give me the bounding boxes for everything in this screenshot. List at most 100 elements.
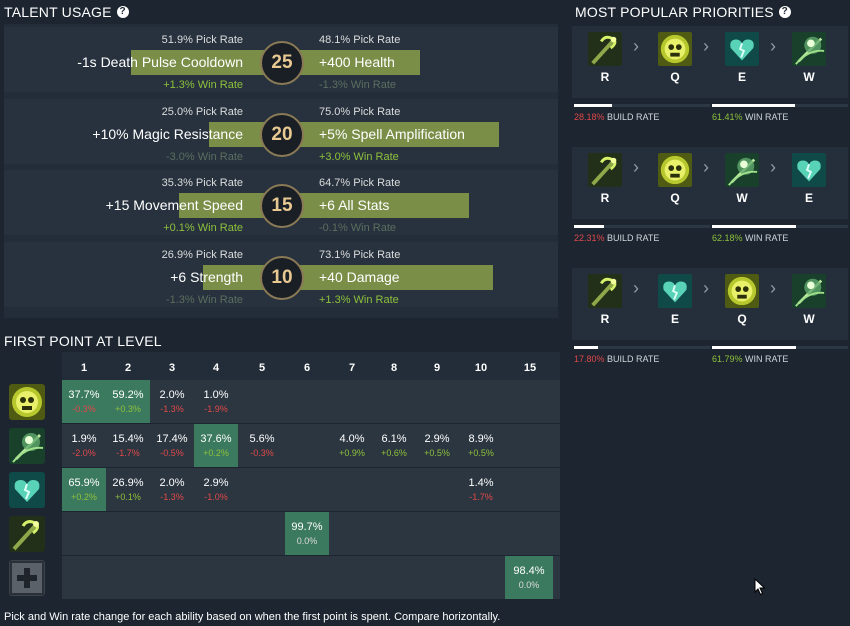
first-point-rate: 1.0% bbox=[203, 389, 229, 401]
chevron-right-icon: › bbox=[633, 157, 639, 177]
win-rate-text: WIN RATE bbox=[745, 112, 789, 122]
level-cell: 65.9% +0.2% bbox=[62, 468, 106, 511]
first-point-table: 1 2 3 4 5 6 7 8 9 10 15 37.7% -0.3% 59.2% +0.3% 2.0% -1… bbox=[4, 352, 560, 604]
priorities-title: MOST POPULAR PRIORITIES ? bbox=[575, 4, 791, 20]
right-pick-rate: 73.1% Pick Rate bbox=[319, 248, 401, 261]
talent-tree-panel: 51.9% Pick Rate 48.1% Pick Rate -1s Death … bbox=[4, 24, 558, 318]
left-pick-rate: 26.9% Pick Rate bbox=[161, 248, 243, 261]
right-win-rate: +1.3% Win Rate bbox=[319, 293, 399, 306]
priorities-title-text: MOST POPULAR PRIORITIES bbox=[575, 4, 774, 20]
ability-key-label: R bbox=[600, 191, 610, 205]
win-rate-change: 0.0% bbox=[518, 580, 540, 590]
talent-row: 51.9% Pick Rate 48.1% Pick Rate -1s Death … bbox=[4, 24, 558, 95]
level-cell: 2.0% -1.3% bbox=[150, 468, 194, 511]
right-pick-bar bbox=[281, 50, 421, 75]
first-point-rate: 1.4% bbox=[468, 477, 494, 489]
q-ability-icon[interactable] bbox=[9, 384, 45, 420]
right-pick-rate: 64.7% Pick Rate bbox=[319, 177, 401, 189]
chevron-right-icon: › bbox=[703, 278, 709, 298]
right-talent-name[interactable]: +40 Damage bbox=[319, 268, 400, 285]
first-point-rate: 6.1% bbox=[381, 433, 407, 445]
talent-row: 35.3% Pick Rate 64.7% Pick Rate +15 Moveme… bbox=[4, 167, 558, 238]
win-rate-bar bbox=[712, 104, 848, 107]
priority-card[interactable]: R › Q › E › W bbox=[572, 26, 848, 98]
ability-key-label: Q bbox=[670, 70, 680, 84]
first-point-rate: 98.4% bbox=[513, 565, 545, 577]
right-talent-name[interactable]: +400 Health bbox=[319, 54, 395, 70]
left-talent-name[interactable]: -1s Death Pulse Cooldown bbox=[77, 54, 243, 70]
win-rate-fill bbox=[712, 104, 795, 107]
left-pick-bar bbox=[130, 50, 281, 75]
e-ability-icon bbox=[658, 274, 692, 308]
first-point-footnote: Pick and Win rate change for each abilit… bbox=[4, 611, 501, 623]
level-header-bar bbox=[62, 352, 560, 380]
level-cell: 5.6% -0.3% bbox=[240, 424, 284, 467]
help-icon[interactable]: ? bbox=[778, 6, 791, 18]
level-column-header: 3 bbox=[168, 362, 176, 374]
build-rate-text: BUILD RATE bbox=[607, 354, 660, 364]
build-rate-bar bbox=[574, 346, 710, 349]
first-point-rate: 59.2% bbox=[112, 389, 144, 401]
right-talent-name[interactable]: +5% Spell Amplification bbox=[319, 125, 465, 142]
chevron-right-icon: › bbox=[703, 157, 709, 177]
level-cell: 2.9% -1.0% bbox=[194, 468, 238, 511]
right-pick-bar bbox=[281, 121, 499, 147]
win-rate-change: +0.9% bbox=[339, 448, 365, 458]
q-ability-icon bbox=[658, 32, 692, 66]
right-talent-name[interactable]: +6 All Stats bbox=[319, 197, 390, 213]
w-ability-icon[interactable] bbox=[9, 428, 45, 464]
talent-usage-title-text: TALENT USAGE bbox=[4, 4, 112, 20]
win-rate-change: -1.7% bbox=[469, 492, 493, 502]
r-ability-icon[interactable] bbox=[9, 516, 45, 552]
level-cell: 1.9% -2.0% bbox=[62, 424, 106, 467]
win-rate-change: +0.6% bbox=[381, 448, 407, 458]
e-ability-icon bbox=[792, 153, 826, 187]
build-rate-text: BUILD RATE bbox=[607, 233, 660, 243]
right-win-rate: -1.3% Win Rate bbox=[319, 79, 397, 91]
build-rate-bar bbox=[574, 104, 710, 107]
win-rate-change: -1.9% bbox=[204, 404, 228, 414]
talent-level-badge: 15 bbox=[260, 184, 304, 228]
left-win-rate: +0.1% Win Rate bbox=[163, 222, 243, 234]
left-pick-rate: 25.0% Pick Rate bbox=[161, 105, 243, 118]
chevron-right-icon: › bbox=[633, 278, 639, 298]
right-win-rate: -0.1% Win Rate bbox=[319, 222, 397, 234]
build-rate-fill bbox=[574, 225, 604, 228]
left-talent-name[interactable]: +6 Strength bbox=[170, 268, 243, 285]
chevron-right-icon: › bbox=[770, 278, 776, 298]
first-point-rate: 1.9% bbox=[71, 433, 97, 445]
build-rate-value: 17.80% bbox=[574, 354, 605, 364]
level-cell: 1.0% -1.9% bbox=[194, 380, 238, 423]
chevron-right-icon: › bbox=[770, 157, 776, 177]
first-point-rate: 5.6% bbox=[249, 433, 275, 445]
win-rate-text: WIN RATE bbox=[745, 233, 789, 243]
first-point-rate: 99.7% bbox=[291, 521, 323, 533]
win-rate-change: +0.3% bbox=[115, 404, 141, 414]
r-ability-icon bbox=[588, 32, 622, 66]
talent-plus-icon[interactable] bbox=[9, 560, 45, 596]
first-point-rate: 2.0% bbox=[159, 389, 185, 401]
talent-row: 25.0% Pick Rate 75.0% Pick Rate +10% Magic… bbox=[4, 96, 558, 167]
level-column-header: 4 bbox=[212, 362, 220, 374]
priority-card[interactable]: R › E › Q › W bbox=[572, 268, 848, 340]
chevron-right-icon: › bbox=[770, 36, 776, 56]
priority-card[interactable]: R › Q › W › E bbox=[572, 147, 848, 219]
build-rate-bar bbox=[574, 225, 710, 228]
help-icon[interactable]: ? bbox=[116, 6, 129, 18]
win-rate-change: 0.0% bbox=[296, 536, 318, 546]
win-rate-bar bbox=[712, 346, 848, 349]
win-rate-change: -1.3% bbox=[160, 404, 184, 414]
first-point-rate: 65.9% bbox=[68, 477, 100, 489]
ability-key-label: R bbox=[600, 312, 610, 326]
first-point-rate: 4.0% bbox=[339, 433, 365, 445]
left-talent-name[interactable]: +15 Movement Speed bbox=[105, 197, 243, 213]
talent-level-badge: 25 bbox=[260, 41, 304, 85]
e-ability-icon[interactable] bbox=[9, 472, 45, 508]
left-win-rate: +1.3% Win Rate bbox=[163, 79, 243, 91]
left-pick-rate: 51.9% Pick Rate bbox=[161, 34, 243, 46]
win-rate-value: 61.41% bbox=[712, 112, 743, 122]
r-ability-icon bbox=[588, 153, 622, 187]
level-column-header: 9 bbox=[433, 362, 441, 374]
left-win-rate: -3.0% Win Rate bbox=[165, 150, 243, 163]
left-talent-name[interactable]: +10% Magic Resistance bbox=[92, 125, 243, 142]
